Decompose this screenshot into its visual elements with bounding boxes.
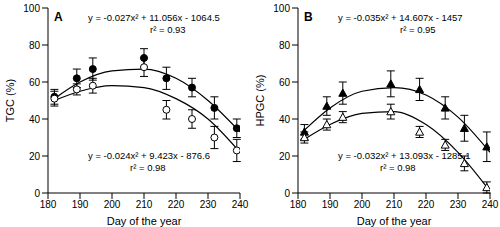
svg-text:Day of the year: Day of the year: [107, 215, 182, 227]
svg-text:180: 180: [40, 199, 57, 210]
svg-text:200: 200: [104, 199, 121, 210]
svg-text:40: 40: [279, 114, 291, 125]
html-text:A: A: [54, 10, 63, 24]
svg-text:Day of the year: Day of the year: [357, 215, 432, 227]
svg-text:180: 180: [290, 199, 307, 210]
svg-text:100: 100: [23, 3, 40, 14]
svg-text:190: 190: [72, 199, 89, 210]
html-text:y = -0.024x² + 9.423x - 876.6: y = -0.024x² + 9.423x - 876.6: [88, 150, 210, 161]
html-text:B: B: [304, 10, 313, 24]
svg-text:210: 210: [136, 199, 153, 210]
svg-text:200: 200: [354, 199, 371, 210]
svg-text:60: 60: [279, 77, 291, 88]
svg-text:HPGC (%): HPGC (%): [254, 75, 266, 127]
svg-text:230: 230: [450, 199, 467, 210]
html-text:y = -0.032x² + 13.093x - 1285.: y = -0.032x² + 13.093x - 1285.1: [338, 150, 471, 161]
svg-text:0: 0: [34, 188, 40, 199]
svg-text:80: 80: [29, 40, 41, 51]
svg-text:100: 100: [273, 3, 290, 14]
svg-text:190: 190: [322, 199, 339, 210]
html-text:y = -0.027x² + 11.056x - 1064.: y = -0.027x² + 11.056x - 1064.5: [88, 12, 220, 23]
html-text:y = -0.035x² + 14.607x - 1457: y = -0.035x² + 14.607x - 1457: [338, 12, 463, 23]
svg-text:TGC (%): TGC (%): [8, 79, 16, 122]
svg-text:220: 220: [168, 199, 185, 210]
svg-text:210: 210: [386, 199, 403, 210]
svg-text:220: 220: [418, 199, 435, 210]
svg-text:240: 240: [232, 199, 249, 210]
svg-text:60: 60: [29, 77, 41, 88]
svg-text:240: 240: [482, 199, 492, 210]
svg-text:230: 230: [200, 199, 217, 210]
html-text:r² = 0.98: r² = 0.98: [130, 162, 166, 173]
html-text:r² = 0.93: r² = 0.93: [150, 24, 186, 35]
svg-text:40: 40: [29, 114, 41, 125]
svg-text:80: 80: [279, 40, 291, 51]
html-text:r² = 0.95: r² = 0.95: [400, 24, 436, 35]
svg-text:20: 20: [29, 151, 41, 162]
svg-text:20: 20: [279, 151, 291, 162]
html-text:r² = 0.98: r² = 0.98: [380, 162, 416, 173]
svg-text:0: 0: [284, 188, 290, 199]
